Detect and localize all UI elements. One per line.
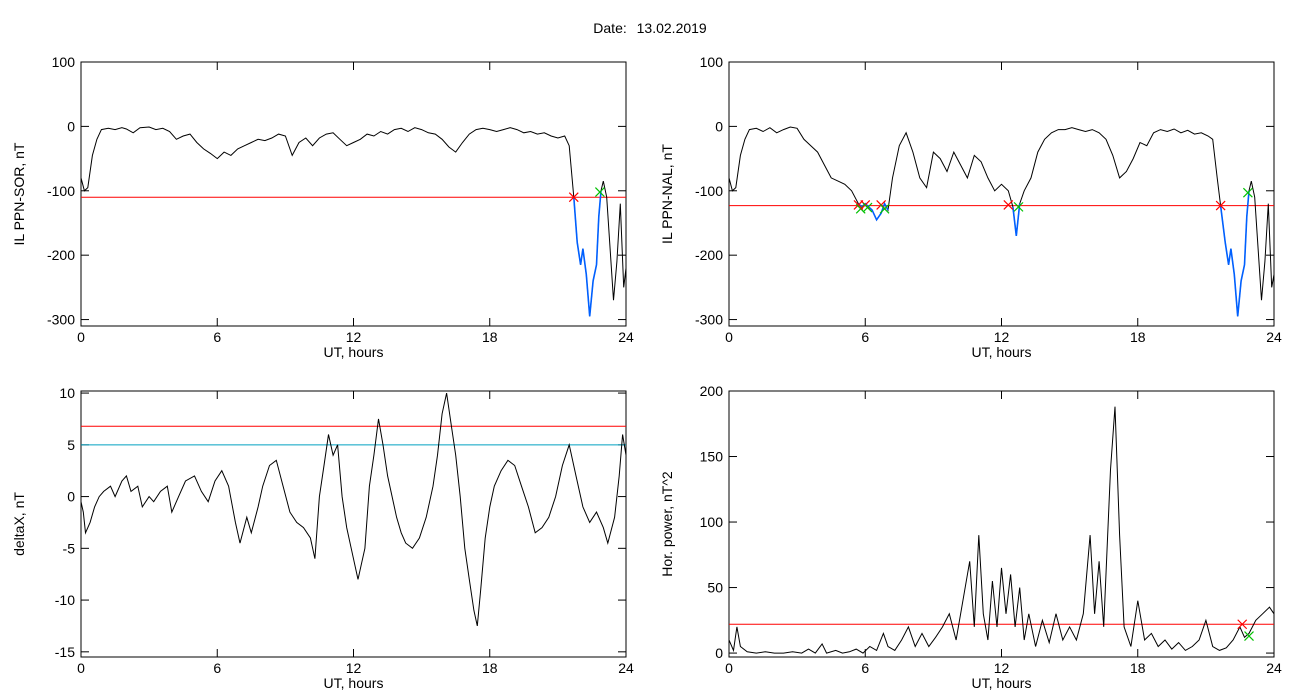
series-line xyxy=(729,406,1274,654)
x-tick-label: 24 xyxy=(1266,329,1282,345)
panel-deltax: 0 6 12 18 24 -15 -10 -5 0 5 10 UT, hours deltaX, nT xyxy=(11,385,634,691)
plot-area xyxy=(81,392,626,627)
y-tick-label: 0 xyxy=(67,489,75,505)
event-marker xyxy=(1003,200,1014,210)
plot-area xyxy=(729,126,1274,317)
highlight-segment xyxy=(1219,190,1250,317)
x-tick-label: 6 xyxy=(213,329,221,345)
y-tick-label: 50 xyxy=(707,580,723,596)
x-axis-label: UT, hours xyxy=(324,675,384,691)
y-tick-label: -200 xyxy=(695,247,723,263)
series-line xyxy=(81,392,626,627)
y-tick-label: -200 xyxy=(47,247,75,263)
x-tick-label: 18 xyxy=(482,329,498,345)
y-tick-label: -100 xyxy=(47,183,75,199)
event-marker xyxy=(1244,631,1254,641)
y-tick-label: -10 xyxy=(55,592,75,608)
y-tick-label: 5 xyxy=(67,437,75,453)
highlight-segment xyxy=(1012,203,1021,236)
event-marker xyxy=(879,203,890,214)
x-axis-label: UT, hours xyxy=(972,675,1032,691)
event-marker xyxy=(1237,619,1248,630)
y-tick-label: -300 xyxy=(695,312,723,328)
y-axis-label: IL PPN-SOR, nT xyxy=(11,142,27,245)
x-tick-label: 24 xyxy=(618,329,634,345)
plot-frame xyxy=(728,61,1275,327)
y-tick-label: 100 xyxy=(700,54,724,70)
x-tick-label: 12 xyxy=(346,329,362,345)
date-label: Date: xyxy=(593,20,627,36)
x-tick-label: 12 xyxy=(346,660,362,676)
x-tick-label: 18 xyxy=(1130,329,1146,345)
panel-power: 0 6 12 18 24 0 50 100 150 200 UT, hours Hor. power,… xyxy=(659,383,1282,691)
event-marker xyxy=(1242,187,1253,198)
y-axis-label: deltaX, nT xyxy=(11,492,27,556)
plot-area xyxy=(81,126,626,317)
series-line xyxy=(729,126,1274,317)
x-tick-label: 24 xyxy=(1266,660,1282,676)
y-tick-label: -300 xyxy=(47,312,75,328)
event-marker xyxy=(1215,200,1226,211)
y-tick-label: -15 xyxy=(55,644,75,660)
panel-nal: 0 6 12 18 24 -300 -200 -100 0 100 UT, hours IL PPN-… xyxy=(659,54,1282,360)
x-tick-label: 24 xyxy=(618,660,634,676)
y-tick-label: -100 xyxy=(695,183,723,199)
x-tick-label: 12 xyxy=(994,660,1010,676)
x-tick-label: 18 xyxy=(1130,660,1146,676)
x-tick-label: 0 xyxy=(725,329,733,345)
event-marker xyxy=(568,192,579,203)
date-value: 13.02.2019 xyxy=(636,20,707,36)
event-marker xyxy=(1013,201,1024,212)
y-tick-label: -5 xyxy=(63,540,76,556)
y-tick-label: 200 xyxy=(700,383,724,399)
panel-sor: 0 6 12 18 24 -300 -200 -100 0 100 UT, hours IL PPN-… xyxy=(11,54,634,360)
page-title: Date: 13.02.2019 xyxy=(0,20,1300,36)
highlight-segment xyxy=(573,190,602,317)
event-marker xyxy=(862,202,873,213)
y-axis-label: IL PPN-NAL, nT xyxy=(659,144,675,244)
x-tick-label: 12 xyxy=(994,329,1010,345)
y-tick-label: 10 xyxy=(59,385,75,401)
y-tick-label: 100 xyxy=(700,514,724,530)
x-tick-label: 6 xyxy=(861,329,869,345)
y-tick-label: 0 xyxy=(67,118,75,134)
plot-frame xyxy=(728,390,1275,658)
plot-area xyxy=(729,406,1274,654)
y-tick-label: 100 xyxy=(52,54,76,70)
y-tick-label: 150 xyxy=(700,449,724,465)
plot-frame xyxy=(80,61,627,327)
x-axis-label: UT, hours xyxy=(972,344,1032,360)
event-marker xyxy=(594,187,605,197)
x-axis-label: UT, hours xyxy=(324,344,384,360)
x-tick-label: 6 xyxy=(861,660,869,676)
y-axis-label: Hor. power, nT^2 xyxy=(659,471,675,577)
x-tick-label: 18 xyxy=(482,660,498,676)
x-tick-label: 0 xyxy=(77,329,85,345)
x-tick-label: 0 xyxy=(77,660,85,676)
x-tick-label: 0 xyxy=(725,660,733,676)
series-line xyxy=(81,126,626,317)
x-tick-label: 6 xyxy=(213,660,221,676)
y-tick-label: 0 xyxy=(715,118,723,134)
y-tick-label: 0 xyxy=(715,645,723,661)
